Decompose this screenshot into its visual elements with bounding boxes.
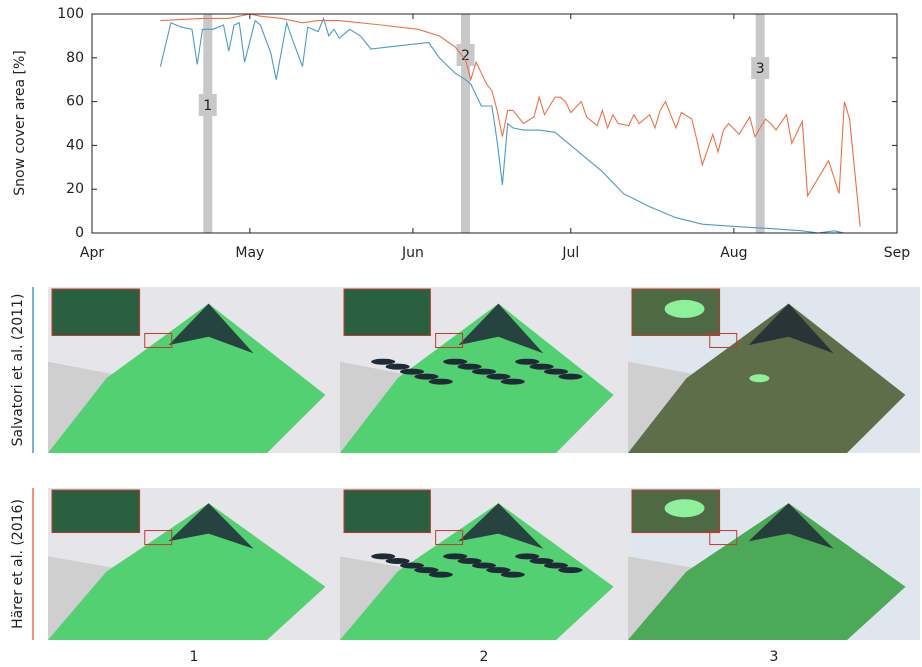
snow-cover-image xyxy=(48,287,340,453)
rock-patch xyxy=(486,567,511,574)
zoom-box xyxy=(709,530,738,546)
y-tick-label: 60 xyxy=(66,94,84,110)
row-label: Härer et al. (2016) xyxy=(10,499,26,629)
snow-overlay xyxy=(628,503,906,640)
column-label: 2 xyxy=(480,649,489,665)
y-tick-label: 100 xyxy=(57,6,84,22)
snow-overlay xyxy=(48,303,326,453)
series-line xyxy=(160,13,861,227)
x-tick-label: Sep xyxy=(884,245,911,261)
marker-band xyxy=(461,14,471,233)
marker-label: 1 xyxy=(203,98,212,114)
rock-patch xyxy=(748,503,834,549)
x-tick-label: Apr xyxy=(80,245,104,261)
y-tick-label: 20 xyxy=(66,181,84,197)
snow-overlay xyxy=(340,303,614,453)
rock-patch xyxy=(414,567,439,574)
marker-label: 2 xyxy=(461,48,470,64)
snow-cover-image xyxy=(340,488,628,640)
snow-patch xyxy=(749,374,770,383)
rock-patch xyxy=(414,373,439,380)
rock-patch xyxy=(515,553,540,560)
snow-cover-image xyxy=(48,488,340,640)
rock-patch xyxy=(428,378,453,385)
rock-patch xyxy=(544,368,568,375)
x-tick-label: May xyxy=(235,245,264,261)
rock-patch xyxy=(443,553,468,560)
x-tick-label: Aug xyxy=(720,245,747,261)
zoom-box xyxy=(144,530,173,546)
rock-patch xyxy=(472,368,496,375)
snow-overlay xyxy=(48,503,326,640)
rock-patch xyxy=(500,378,525,385)
rock-patch xyxy=(371,358,396,365)
rock-patch xyxy=(385,557,410,564)
column-label: 3 xyxy=(770,649,779,665)
row-label: Salvatori et al. (2011) xyxy=(10,294,26,447)
rock-patch xyxy=(428,571,453,578)
column-label: 1 xyxy=(190,649,199,665)
rock-patch xyxy=(748,303,834,354)
inset xyxy=(51,288,141,336)
snow-overlay xyxy=(340,503,614,640)
rock-patch xyxy=(529,557,554,564)
rock-patch xyxy=(457,363,482,370)
series-line xyxy=(159,16,855,234)
inset xyxy=(51,489,141,534)
rock-patch xyxy=(500,571,525,578)
y-axis-label: Snow cover area [%] xyxy=(12,50,28,196)
marker-label-box xyxy=(198,94,217,116)
inset xyxy=(343,489,431,534)
rock-patch xyxy=(558,567,583,574)
y-tick-label: 40 xyxy=(66,137,84,153)
plot-frame xyxy=(91,13,898,234)
zoom-box xyxy=(435,530,464,546)
rock-patch xyxy=(443,358,468,365)
rock-patch xyxy=(457,557,482,564)
rock-patch xyxy=(529,363,554,370)
snow-cover-image xyxy=(340,287,628,453)
zoom-box xyxy=(144,332,173,348)
x-tick-label: Jun xyxy=(401,245,424,261)
rock-patch xyxy=(458,303,544,354)
marker-band xyxy=(203,14,213,233)
rock-patch xyxy=(544,562,568,569)
inset-snow xyxy=(664,499,705,518)
rock-patch xyxy=(400,368,424,375)
zoom-box xyxy=(435,332,464,348)
rock-patch xyxy=(458,503,544,549)
marker-band xyxy=(755,14,765,233)
rock-patch xyxy=(486,373,511,380)
marker-label-box xyxy=(751,57,770,79)
rock-patch xyxy=(385,363,410,370)
rock-patch xyxy=(515,358,540,365)
rock-patch xyxy=(168,303,254,354)
rock-patch xyxy=(371,553,396,560)
rock-patch xyxy=(168,503,254,549)
marker-label-box xyxy=(456,44,475,66)
y-tick-label: 80 xyxy=(66,50,84,66)
inset xyxy=(343,288,431,336)
marker-label: 3 xyxy=(756,61,765,77)
zoom-box xyxy=(709,332,738,348)
rock-patch xyxy=(558,373,583,380)
inset-snow xyxy=(664,299,705,318)
y-tick-label: 0 xyxy=(75,225,84,241)
snow-cover-image xyxy=(628,287,920,453)
rock-patch xyxy=(472,562,496,569)
rock-patch xyxy=(400,562,424,569)
x-tick-label: Jul xyxy=(561,245,579,261)
snow-cover-image xyxy=(628,488,920,640)
